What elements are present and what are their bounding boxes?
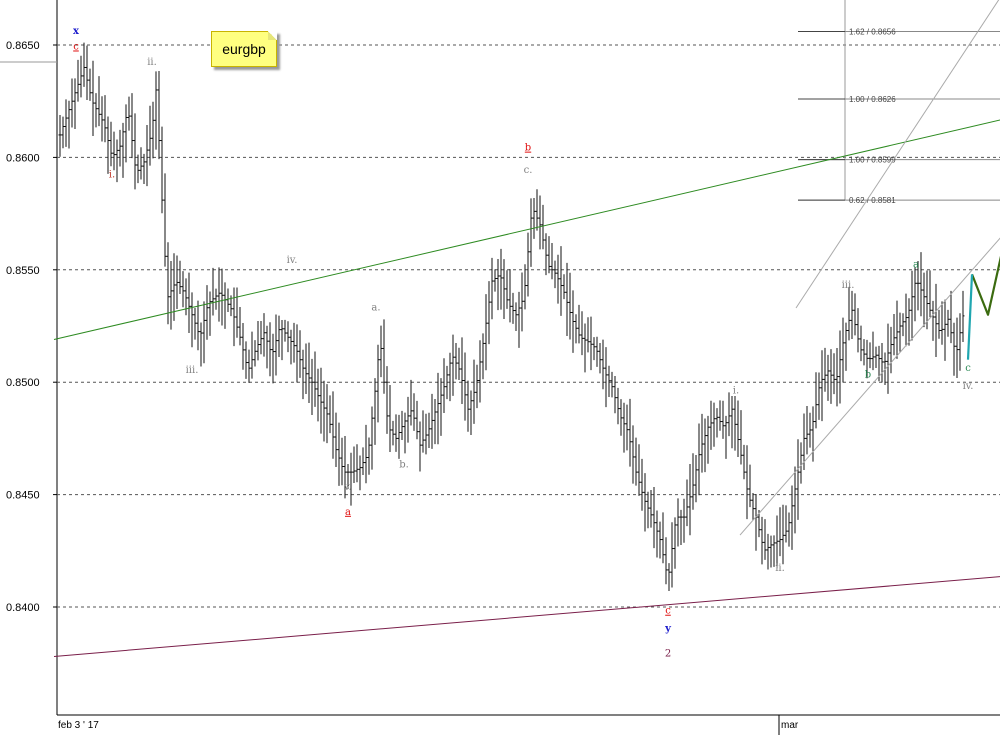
y-tick-label: 0.8450: [6, 490, 40, 502]
y-tick-label: 0.8600: [6, 152, 40, 164]
wave-label: x: [73, 26, 80, 37]
trendline-channel-upper: [795, 0, 1000, 309]
wave-label: c: [665, 606, 671, 617]
wave-label: a: [345, 507, 351, 518]
fib-level-label: 1.00 / 0.8599: [849, 156, 896, 165]
y-tick-label: 0.8500: [6, 377, 40, 389]
fib-level-label: 0.62 / 0.8581: [849, 196, 896, 205]
x-tick-label: mar: [781, 720, 799, 731]
fib-level-label: 1.00 / 0.8626: [849, 95, 896, 104]
wave-label: i.: [109, 170, 115, 181]
wave-label: a: [913, 260, 919, 271]
fib-level-label: 1.62 / 0.8656: [849, 28, 896, 37]
wave-label: iv.: [963, 381, 974, 392]
wave-label: c: [965, 363, 971, 374]
wave-label: a.: [371, 302, 380, 313]
wave-label: b: [525, 143, 531, 154]
y-tick-label: 0.8650: [6, 40, 40, 52]
trendline-green: [53, 119, 1000, 340]
wave-label: y: [664, 624, 672, 635]
y-tick-label: 0.8400: [6, 602, 40, 614]
x-tick-label: feb 3 ' 17: [58, 720, 99, 731]
trendline-purple: [53, 576, 1000, 657]
wave-label: b.: [399, 460, 409, 471]
wave-label: iii.: [842, 280, 855, 291]
wave-label: v.: [343, 482, 352, 493]
cyan-projection: [966, 274, 974, 360]
wave-label: c.: [524, 165, 533, 176]
wave-label: c: [73, 41, 79, 52]
wave-label: iii.: [186, 365, 199, 376]
wave-label: i.: [733, 385, 739, 396]
wave-label: b: [865, 370, 871, 381]
green-projection: [970, 255, 1000, 316]
y-tick-label: 0.8550: [6, 265, 40, 277]
wave-label: ii.: [775, 563, 785, 574]
trendline-channel-lower: [739, 237, 1000, 536]
wave-label: iv.: [287, 255, 298, 266]
wave-label: ii.: [147, 57, 157, 68]
wave-label: 2: [665, 648, 671, 659]
symbol-note[interactable]: eurgbp: [211, 31, 277, 67]
